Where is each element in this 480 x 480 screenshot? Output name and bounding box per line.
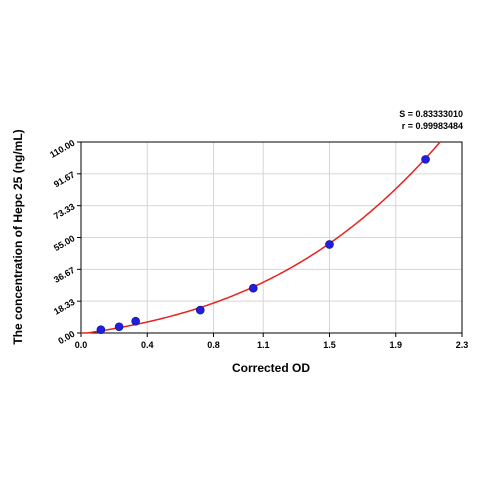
- stat-r: r = 0.99983484: [402, 121, 463, 131]
- y-axis: 0.00 18.33 36.67 55.00 73.33 91.67 110.00: [48, 138, 81, 346]
- fit-curve: [81, 141, 441, 334]
- x-tick-label: 1.5: [323, 340, 336, 350]
- x-tick-label: 0.0: [75, 340, 88, 350]
- stat-s: S = 0.83333010: [399, 109, 463, 119]
- data-point: [248, 283, 258, 293]
- y-tick-label: 0.00: [56, 329, 76, 346]
- grid: [81, 142, 462, 333]
- x-axis: 0.0 0.4 0.8 1.1 1.5 1.9 2.3: [75, 333, 469, 350]
- x-tick-label: 2.3: [456, 340, 469, 350]
- y-tick-label: 55.00: [52, 233, 77, 253]
- x-tick-label: 0.4: [141, 340, 154, 350]
- x-axis-title: Corrected OD: [232, 361, 310, 375]
- data-point: [96, 325, 106, 335]
- y-tick-label: 73.33: [52, 201, 77, 221]
- y-tick-label: 36.67: [52, 265, 77, 285]
- data-point: [114, 322, 124, 332]
- x-tick-label: 1.9: [389, 340, 402, 350]
- y-tick-label: 110.00: [48, 138, 76, 160]
- y-axis-title: The concentration of Hepc 25 (ng/mL): [11, 129, 25, 344]
- data-point: [421, 155, 430, 164]
- x-tick-label: 1.1: [257, 340, 270, 350]
- data-point: [325, 240, 334, 249]
- y-tick-label: 91.67: [52, 169, 77, 189]
- data-point: [131, 316, 140, 326]
- y-tick-label: 18.33: [52, 297, 77, 317]
- x-tick-label: 0.8: [207, 340, 220, 350]
- data-point: [195, 305, 205, 315]
- data-points: [96, 155, 430, 335]
